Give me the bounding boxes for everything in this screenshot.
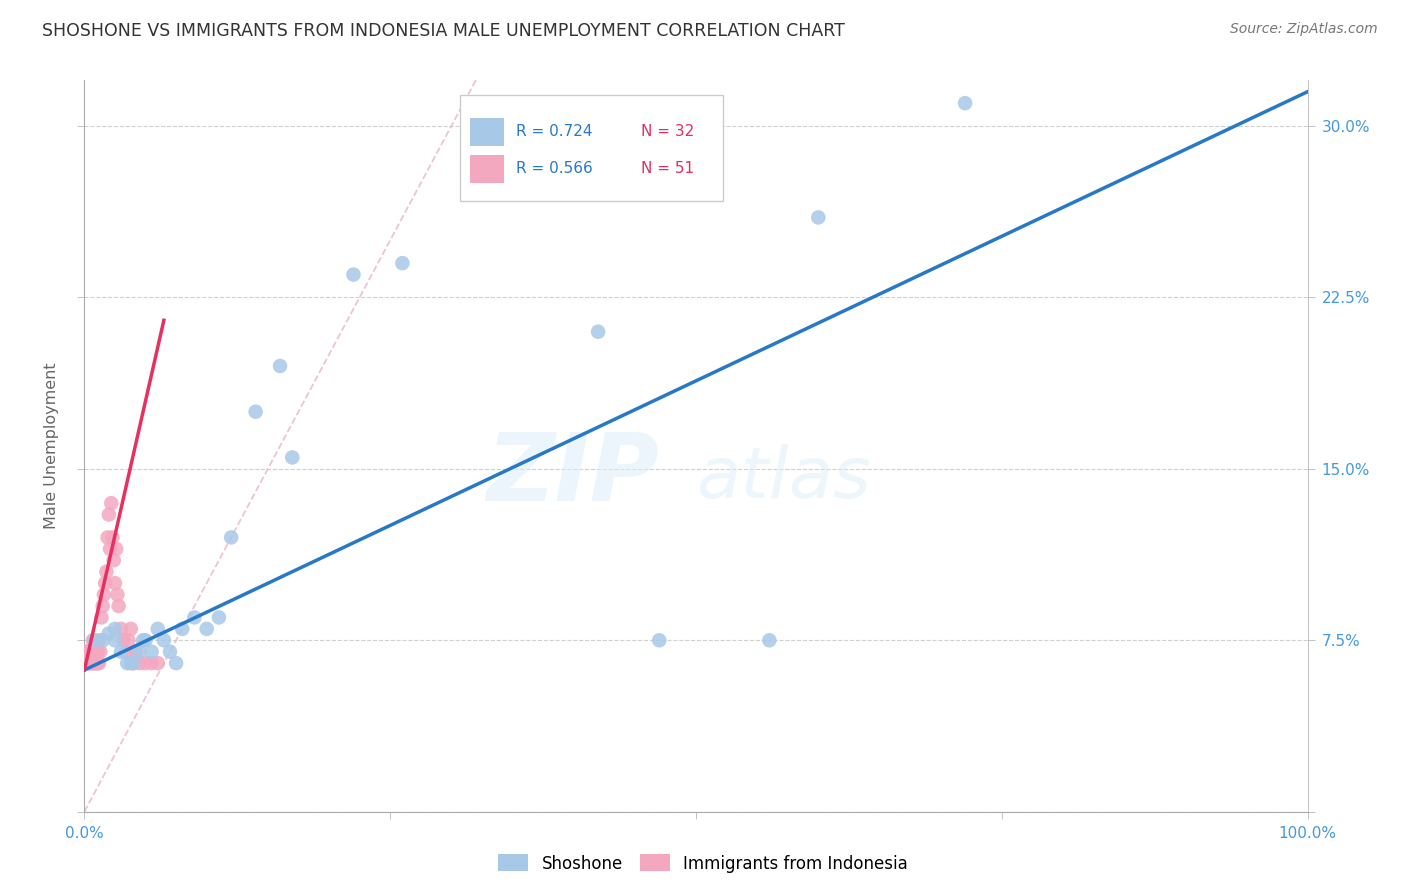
Point — [132, 633, 155, 648]
Point — [84, 645, 107, 659]
Point — [96, 565, 118, 579]
Text: ZIP: ZIP — [486, 429, 659, 521]
Point — [82, 633, 104, 648]
Point — [86, 645, 108, 659]
Bar — [470, 155, 503, 183]
Text: N = 51: N = 51 — [641, 161, 695, 176]
Point — [75, 645, 97, 659]
Point — [120, 622, 142, 636]
Point — [159, 645, 181, 659]
Point — [101, 530, 124, 544]
Point — [87, 645, 110, 659]
Point — [115, 645, 138, 659]
Point — [165, 656, 187, 670]
Point — [128, 656, 150, 670]
Point — [269, 359, 291, 373]
Point — [128, 645, 150, 659]
Point — [135, 656, 157, 670]
Point — [79, 656, 101, 670]
Point — [195, 622, 218, 636]
Point — [77, 656, 100, 670]
Point — [104, 633, 127, 648]
Point — [83, 656, 105, 670]
Point — [172, 622, 194, 636]
Point — [97, 626, 120, 640]
Point — [97, 508, 120, 522]
Point — [76, 656, 98, 670]
Point — [91, 633, 114, 648]
Point — [87, 656, 110, 670]
Point — [758, 633, 780, 648]
Point — [89, 645, 111, 659]
Point — [183, 610, 205, 624]
Text: atlas: atlas — [696, 444, 870, 514]
Y-axis label: Male Unemployment: Male Unemployment — [45, 363, 59, 529]
Point — [586, 325, 609, 339]
Point — [84, 656, 107, 670]
Point — [75, 656, 97, 670]
Point — [135, 633, 157, 648]
Point — [125, 645, 148, 659]
Legend: Shoshone, Immigrants from Indonesia: Shoshone, Immigrants from Indonesia — [492, 847, 914, 880]
Point — [112, 633, 135, 648]
Point — [120, 656, 142, 670]
Point — [105, 588, 128, 602]
Point — [153, 633, 176, 648]
Point — [77, 645, 100, 659]
Point — [110, 645, 132, 659]
Point — [80, 645, 103, 659]
Point — [86, 656, 108, 670]
Text: Source: ZipAtlas.com: Source: ZipAtlas.com — [1230, 22, 1378, 37]
Point — [391, 256, 413, 270]
Point — [87, 656, 110, 670]
Point — [342, 268, 364, 282]
Point — [104, 576, 127, 591]
Point — [953, 96, 976, 111]
Point — [219, 530, 242, 544]
Point — [122, 656, 145, 670]
Point — [122, 656, 145, 670]
Point — [107, 599, 129, 613]
Point — [90, 610, 112, 624]
Point — [77, 645, 100, 659]
Point — [141, 656, 163, 670]
Text: R = 0.566: R = 0.566 — [516, 161, 593, 176]
Point — [104, 622, 127, 636]
Text: N = 32: N = 32 — [641, 124, 695, 139]
Point — [76, 645, 98, 659]
Point — [117, 633, 139, 648]
Text: SHOSHONE VS IMMIGRANTS FROM INDONESIA MALE UNEMPLOYMENT CORRELATION CHART: SHOSHONE VS IMMIGRANTS FROM INDONESIA MA… — [42, 22, 845, 40]
Text: R = 0.724: R = 0.724 — [516, 124, 593, 139]
Point — [115, 656, 138, 670]
Point — [98, 541, 121, 556]
Point — [245, 405, 267, 419]
Point — [80, 656, 103, 670]
Point — [281, 450, 304, 465]
Point — [83, 633, 105, 648]
Point — [648, 633, 671, 648]
FancyBboxPatch shape — [460, 95, 723, 201]
Point — [91, 599, 114, 613]
Point — [103, 553, 125, 567]
Bar — [470, 119, 503, 146]
Point — [83, 645, 105, 659]
Point — [87, 633, 110, 648]
Point — [77, 656, 100, 670]
Point — [146, 622, 169, 636]
Point — [100, 496, 122, 510]
Point — [807, 211, 830, 225]
Point — [105, 541, 128, 556]
Point — [208, 610, 231, 624]
Point — [146, 656, 169, 670]
Point — [110, 622, 132, 636]
Point — [97, 530, 120, 544]
Point — [141, 645, 163, 659]
Point — [93, 588, 115, 602]
Point — [94, 576, 117, 591]
Point — [79, 645, 101, 659]
Point — [82, 656, 104, 670]
